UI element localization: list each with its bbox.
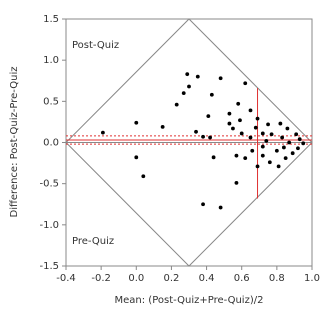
point bbox=[250, 148, 255, 153]
point bbox=[134, 155, 139, 160]
point bbox=[281, 145, 286, 150]
point bbox=[248, 135, 253, 140]
y-tick-label: 0.5 bbox=[43, 96, 59, 107]
point bbox=[260, 131, 265, 136]
point bbox=[260, 153, 265, 158]
point bbox=[160, 124, 165, 129]
y-tick-label: -0.5 bbox=[39, 179, 59, 190]
x-tick-label: 0.6 bbox=[234, 273, 250, 284]
point bbox=[280, 135, 285, 140]
point bbox=[185, 72, 190, 77]
point bbox=[287, 140, 292, 145]
point bbox=[278, 121, 283, 126]
point bbox=[260, 144, 265, 149]
point bbox=[264, 138, 269, 143]
point bbox=[209, 92, 214, 97]
y-tick-label: 1.5 bbox=[43, 14, 59, 25]
x-tick-label: -0.4 bbox=[56, 273, 76, 284]
point bbox=[248, 108, 253, 113]
point bbox=[187, 84, 191, 89]
point bbox=[253, 125, 258, 130]
x-tick-label: 0.8 bbox=[269, 273, 285, 284]
point bbox=[274, 148, 279, 153]
point bbox=[296, 146, 300, 151]
point bbox=[201, 134, 205, 139]
annotation: Pre-Quiz bbox=[72, 236, 114, 247]
point bbox=[255, 164, 260, 169]
y-axis-title: Difference: Post-Quiz-Pre-Quiz bbox=[9, 67, 20, 218]
x-tick-label: 0.4 bbox=[199, 273, 215, 284]
point bbox=[234, 180, 239, 185]
point bbox=[236, 101, 241, 106]
point bbox=[266, 122, 270, 127]
point bbox=[294, 132, 299, 137]
point bbox=[231, 126, 235, 131]
point bbox=[243, 81, 248, 86]
x-tick-label: 1.0 bbox=[304, 273, 320, 284]
point bbox=[208, 135, 212, 140]
point bbox=[269, 132, 274, 137]
point bbox=[181, 91, 186, 95]
point bbox=[285, 126, 290, 131]
x-tick-label: -0.2 bbox=[91, 273, 111, 284]
point bbox=[201, 202, 205, 207]
point bbox=[101, 130, 105, 135]
x-axis-title: Mean: (Post-Quiz+Pre-Quiz)/2 bbox=[115, 295, 264, 306]
point bbox=[141, 174, 146, 179]
point bbox=[218, 205, 223, 210]
point bbox=[194, 129, 198, 134]
y-tick-label: 0.0 bbox=[43, 138, 59, 149]
point bbox=[218, 76, 223, 81]
point bbox=[174, 102, 179, 107]
x-tick-label: 0.2 bbox=[163, 273, 179, 284]
annotation: Post-Quiz bbox=[72, 40, 119, 51]
point bbox=[276, 164, 281, 169]
point bbox=[227, 121, 232, 126]
point bbox=[243, 156, 248, 161]
point bbox=[195, 74, 200, 79]
point bbox=[290, 151, 295, 156]
point bbox=[297, 137, 302, 142]
point bbox=[255, 116, 260, 121]
point bbox=[206, 114, 211, 119]
point bbox=[211, 155, 216, 160]
point bbox=[234, 153, 239, 158]
point bbox=[283, 156, 288, 161]
point bbox=[301, 141, 306, 146]
point bbox=[267, 160, 272, 165]
point bbox=[239, 131, 244, 136]
point bbox=[134, 120, 139, 125]
point bbox=[227, 111, 232, 116]
y-tick-label: -1.5 bbox=[39, 261, 59, 272]
y-tick-label: -1.0 bbox=[39, 220, 59, 231]
y-tick-label: 1.0 bbox=[43, 55, 59, 66]
x-tick-label: 0.0 bbox=[128, 273, 144, 284]
point bbox=[238, 118, 242, 123]
